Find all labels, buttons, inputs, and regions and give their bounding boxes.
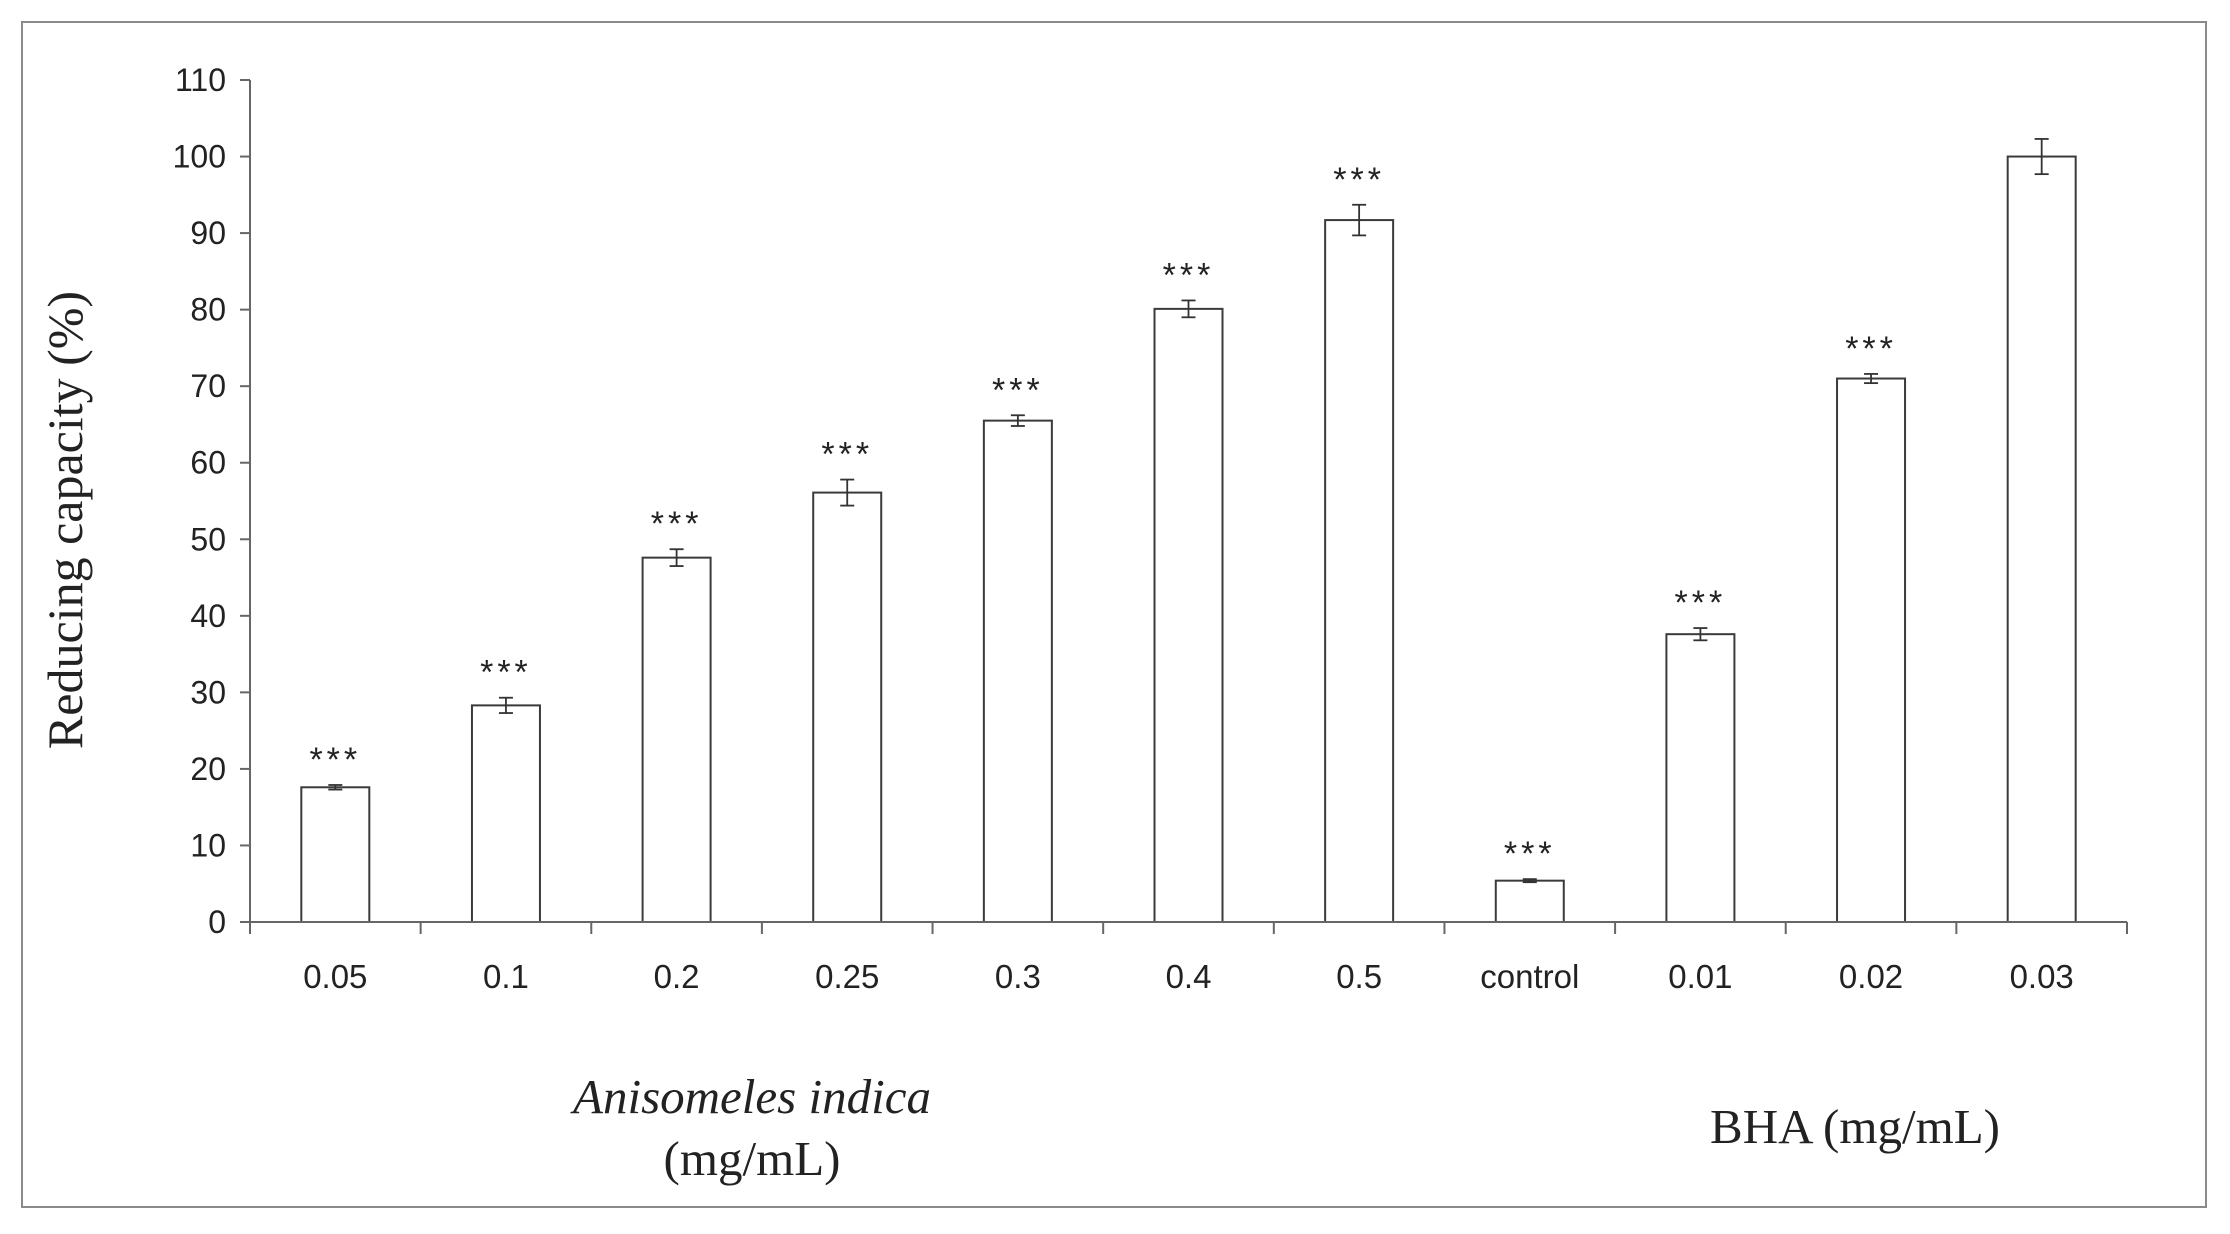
y-tick-label: 50 [190, 521, 226, 557]
labels-layer: Reducing capacity (%) Anisomeles indica … [37, 291, 2000, 1186]
y-tick-label: 30 [190, 674, 226, 710]
x-tick-label: 0.3 [995, 958, 1041, 995]
y-tick-label: 10 [190, 827, 226, 863]
group-label-bha: BHA (mg/mL) [1710, 1099, 2000, 1154]
significance-label: *** [1845, 330, 1897, 368]
y-tick-label: 90 [190, 215, 226, 251]
x-tick-label: 0.01 [1668, 958, 1732, 995]
x-tick-label: 0.03 [2010, 958, 2074, 995]
y-tick-label: 60 [190, 445, 226, 481]
x-tick-label: 0.02 [1839, 958, 1903, 995]
bars-layer: *** *** *** *** *** *** *** *** *** *** [300, 138, 2077, 924]
bar [470, 704, 541, 923]
significance-label: *** [992, 371, 1044, 409]
y-tick-label: 110 [175, 62, 226, 98]
x-tick-label: 0.05 [303, 958, 367, 995]
x-tick-label: 0.1 [483, 958, 529, 995]
bar [1665, 633, 1736, 923]
significance-label: *** [651, 505, 703, 543]
bar [982, 419, 1053, 923]
y-tick-label: 0 [208, 904, 226, 940]
significance-label: *** [309, 741, 361, 779]
bar [1153, 307, 1224, 923]
y-axis-label: Reducing capacity (%) [37, 291, 93, 749]
significance-label: *** [821, 436, 873, 474]
group-label-extract-unit: (mg/mL) [664, 1131, 841, 1186]
bar [812, 491, 883, 923]
bar [1836, 377, 1907, 923]
significance-label: *** [1675, 584, 1727, 622]
significance-label: *** [1504, 835, 1556, 873]
y-tick-label: 40 [190, 598, 226, 634]
group-label-extract: Anisomeles indica [570, 1069, 931, 1124]
significance-label: *** [1333, 161, 1385, 199]
axes: 0 10 20 30 40 50 60 70 80 90 100 110 0.05 0.1 0.2 0.25 0… [173, 62, 2128, 995]
bar [641, 556, 712, 923]
bar [1494, 879, 1565, 924]
bar [2006, 155, 2077, 923]
y-tick-label: 70 [190, 368, 226, 404]
y-tick-label: 80 [190, 292, 226, 328]
y-tick-label: 100 [173, 139, 226, 175]
significance-label: *** [1163, 256, 1215, 294]
chart-frame [21, 21, 2207, 1208]
significance-label: *** [480, 654, 532, 692]
bar [1324, 219, 1395, 923]
x-tick-label: control [1480, 958, 1579, 995]
x-tick-label: 0.5 [1336, 958, 1382, 995]
x-tick-label: 0.25 [815, 958, 879, 995]
x-tick-label: 0.2 [654, 958, 700, 995]
x-tick-label: 0.4 [1166, 958, 1212, 995]
y-tick-label: 20 [190, 751, 226, 787]
bar [300, 786, 371, 924]
